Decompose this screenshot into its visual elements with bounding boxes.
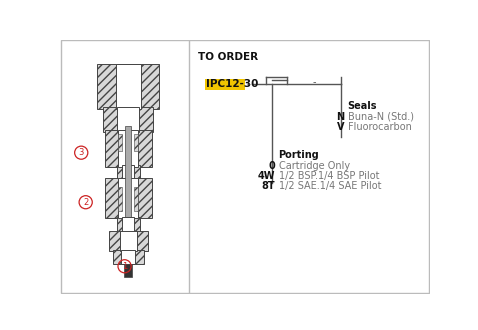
Text: Porting: Porting xyxy=(279,150,319,160)
Bar xyxy=(117,165,140,180)
Text: 8T: 8T xyxy=(262,181,275,191)
Text: 3: 3 xyxy=(78,148,84,157)
Text: V: V xyxy=(337,122,345,132)
Text: 1/2 SAE.1/4 SAE Pilot: 1/2 SAE.1/4 SAE Pilot xyxy=(279,181,381,191)
Text: -: - xyxy=(313,77,316,87)
Bar xyxy=(120,231,137,251)
Text: 2: 2 xyxy=(83,198,88,207)
Text: 1/2 BSP.1/4 BSP Pilot: 1/2 BSP.1/4 BSP Pilot xyxy=(279,171,379,181)
Bar xyxy=(105,178,152,218)
Text: TO ORDER: TO ORDER xyxy=(198,51,258,61)
Bar xyxy=(122,165,134,180)
Text: Cartridge Only: Cartridge Only xyxy=(279,161,350,171)
Bar xyxy=(118,130,138,167)
Bar xyxy=(117,217,140,232)
Text: N: N xyxy=(337,112,345,121)
Bar xyxy=(125,126,131,218)
Bar xyxy=(122,217,134,232)
Bar xyxy=(109,231,148,251)
Bar xyxy=(105,130,152,167)
Bar xyxy=(205,79,245,90)
Bar xyxy=(118,178,138,218)
Text: Seals: Seals xyxy=(348,101,377,111)
Text: 4W: 4W xyxy=(258,171,275,181)
Bar xyxy=(118,187,122,211)
Bar xyxy=(134,187,138,211)
Bar xyxy=(118,107,139,132)
Text: 1: 1 xyxy=(122,262,127,271)
Text: 0: 0 xyxy=(269,161,275,171)
Bar xyxy=(124,264,132,277)
Bar xyxy=(113,250,144,264)
Bar xyxy=(98,64,159,109)
Text: Fluorocarbon: Fluorocarbon xyxy=(348,122,412,132)
Text: Buna-N (Std.): Buna-N (Std.) xyxy=(348,112,413,121)
Bar xyxy=(118,134,122,151)
Text: -: - xyxy=(247,79,250,89)
Bar xyxy=(116,64,141,109)
Text: IPC12-30: IPC12-30 xyxy=(206,79,258,89)
Bar xyxy=(121,250,135,264)
Bar xyxy=(134,134,138,151)
Bar xyxy=(103,107,153,132)
